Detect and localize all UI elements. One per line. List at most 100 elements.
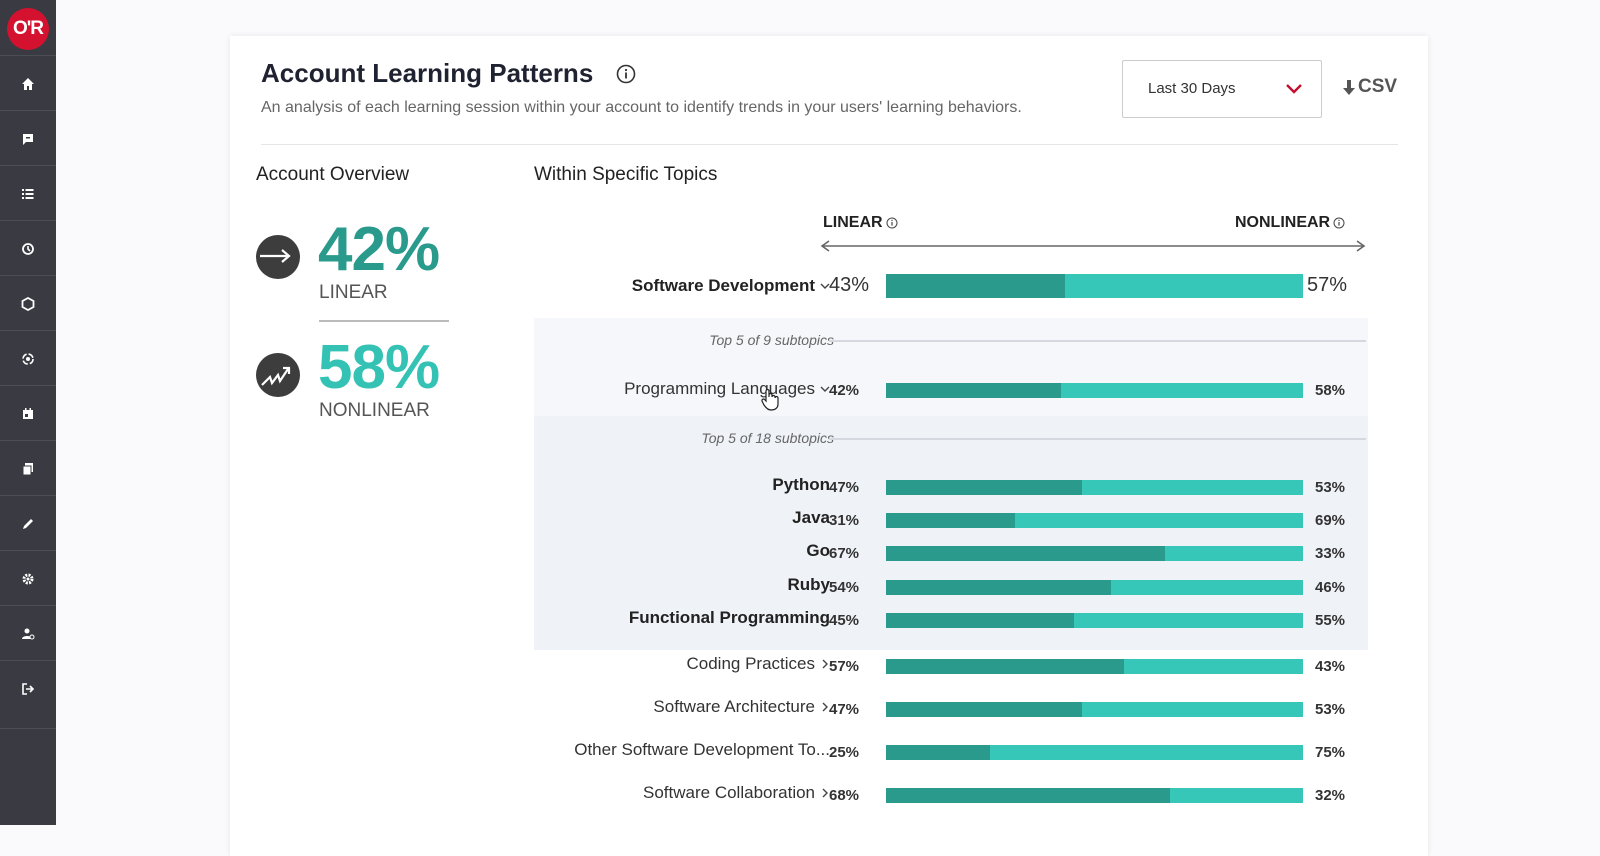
nav-user-settings[interactable] xyxy=(0,605,56,661)
info-icon[interactable] xyxy=(886,217,898,229)
topic-python[interactable]: Python xyxy=(772,475,830,494)
nav-logout[interactable] xyxy=(0,660,56,716)
pct-linear: 47% xyxy=(829,701,860,718)
pct-linear: 57% xyxy=(829,658,860,675)
nav-pencil[interactable] xyxy=(0,495,56,551)
nonlinear-label: NONLINEAR xyxy=(319,400,430,421)
pct-nonlinear: 43% xyxy=(1315,658,1346,675)
page-title: Account Learning Patterns xyxy=(261,58,594,88)
topic-go[interactable]: Go xyxy=(806,541,830,560)
topic-bar xyxy=(886,383,1303,398)
linear-fill xyxy=(886,613,1074,628)
topic-bar xyxy=(886,580,1303,595)
info-icon[interactable] xyxy=(1333,217,1345,229)
subtopics-rule xyxy=(829,438,1366,440)
subtopics-count-note: Top 5 of 18 subtopics xyxy=(701,430,834,446)
nonlinear-percent: 58% xyxy=(318,333,440,402)
topic-other-software-development[interactable]: Other Software Development To... xyxy=(574,740,830,759)
download-icon xyxy=(1343,80,1355,95)
topic-software-collaboration[interactable]: Software Collaboration xyxy=(643,783,830,803)
linear-fill xyxy=(886,274,1066,298)
linear-fill xyxy=(886,513,1016,528)
pct-linear: 45% xyxy=(829,612,860,629)
nav-chat[interactable] xyxy=(0,110,56,166)
topic-software-development[interactable]: Software Development xyxy=(632,276,830,296)
chevron-down-icon xyxy=(820,283,830,289)
target-icon xyxy=(22,352,34,365)
linear-label: LINEAR xyxy=(319,282,388,303)
linear-fill xyxy=(886,788,1170,803)
pct-nonlinear: 32% xyxy=(1315,787,1346,804)
topic-ruby[interactable]: Ruby xyxy=(787,575,831,594)
specific-topics-heading: Within Specific Topics xyxy=(534,164,718,185)
hand-cursor-icon xyxy=(761,388,779,411)
csv-download-button[interactable]: CSV xyxy=(1342,76,1397,98)
gear-icon xyxy=(22,573,34,584)
header-divider xyxy=(261,144,1398,145)
linear-fill xyxy=(886,546,1166,561)
nav-hexagon[interactable] xyxy=(0,275,56,331)
pct-nonlinear: 55% xyxy=(1315,612,1346,629)
pct-linear: 67% xyxy=(829,545,860,562)
linear-fill xyxy=(886,745,991,760)
pct-linear: 43% xyxy=(829,274,870,296)
pct-nonlinear: 53% xyxy=(1315,701,1346,718)
topic-bar xyxy=(886,274,1303,298)
pct-nonlinear: 57% xyxy=(1307,274,1348,296)
topic-bar xyxy=(886,546,1303,561)
nav-divider xyxy=(0,728,56,729)
axis-linear: LINEAR xyxy=(823,214,898,232)
nav-calendar[interactable] xyxy=(0,385,56,441)
linear-percent: 42% xyxy=(318,215,440,284)
pct-linear: 31% xyxy=(829,512,860,529)
history-icon xyxy=(22,242,34,255)
documents-icon xyxy=(22,462,33,475)
topic-coding-practices[interactable]: Coding Practices xyxy=(686,654,830,674)
linear-fill xyxy=(886,383,1062,398)
topic-bar xyxy=(886,480,1303,495)
topic-bar xyxy=(886,659,1303,674)
pct-linear: 54% xyxy=(829,579,860,596)
nav-home[interactable] xyxy=(0,55,56,111)
overview-divider xyxy=(319,320,449,322)
languages-panel xyxy=(534,416,1368,650)
nav-settings[interactable] xyxy=(0,550,56,606)
topic-java[interactable]: Java xyxy=(792,508,830,527)
date-range-select[interactable]: Last 30 Days xyxy=(1122,60,1322,118)
pct-linear: 42% xyxy=(829,382,860,399)
chevron-down-icon xyxy=(820,386,830,392)
nav-documents[interactable] xyxy=(0,440,56,496)
subtopics-rule xyxy=(829,340,1366,342)
pct-nonlinear: 33% xyxy=(1315,545,1346,562)
chevron-right-icon xyxy=(822,702,828,712)
date-range-value: Last 30 Days xyxy=(1148,80,1236,97)
axis-nonlinear-label: NONLINEAR xyxy=(1235,214,1331,231)
topic-bar xyxy=(886,702,1303,717)
pencil-icon xyxy=(23,518,33,529)
nav-list[interactable] xyxy=(0,165,56,221)
pct-nonlinear: 69% xyxy=(1315,512,1346,529)
nav-history[interactable] xyxy=(0,220,56,276)
linear-fill xyxy=(886,659,1124,674)
chat-icon xyxy=(23,133,33,145)
linear-arrow-icon xyxy=(256,235,300,279)
axis-linear-label: LINEAR xyxy=(823,214,883,231)
pct-nonlinear: 58% xyxy=(1315,382,1346,399)
pct-linear: 25% xyxy=(829,744,860,761)
chevron-right-icon xyxy=(822,788,828,798)
account-overview-heading: Account Overview xyxy=(256,164,410,185)
logo[interactable]: O'R xyxy=(7,8,49,50)
sidebar: O'R xyxy=(0,0,56,825)
topic-programming-languages[interactable]: Programming Languages xyxy=(624,379,830,399)
calendar-icon xyxy=(23,407,33,419)
info-icon[interactable] xyxy=(616,64,636,84)
axis-double-arrow xyxy=(820,240,1366,252)
pct-nonlinear: 75% xyxy=(1315,744,1346,761)
subtopics-count-note: Top 5 of 9 subtopics xyxy=(709,332,834,348)
topic-functional-programming[interactable]: Functional Programming xyxy=(628,608,830,627)
csv-label: CSV xyxy=(1358,76,1398,97)
linear-fill xyxy=(886,480,1082,495)
nav-target[interactable] xyxy=(0,330,56,386)
topic-software-architecture[interactable]: Software Architecture xyxy=(653,697,830,717)
pct-nonlinear: 46% xyxy=(1315,579,1346,596)
